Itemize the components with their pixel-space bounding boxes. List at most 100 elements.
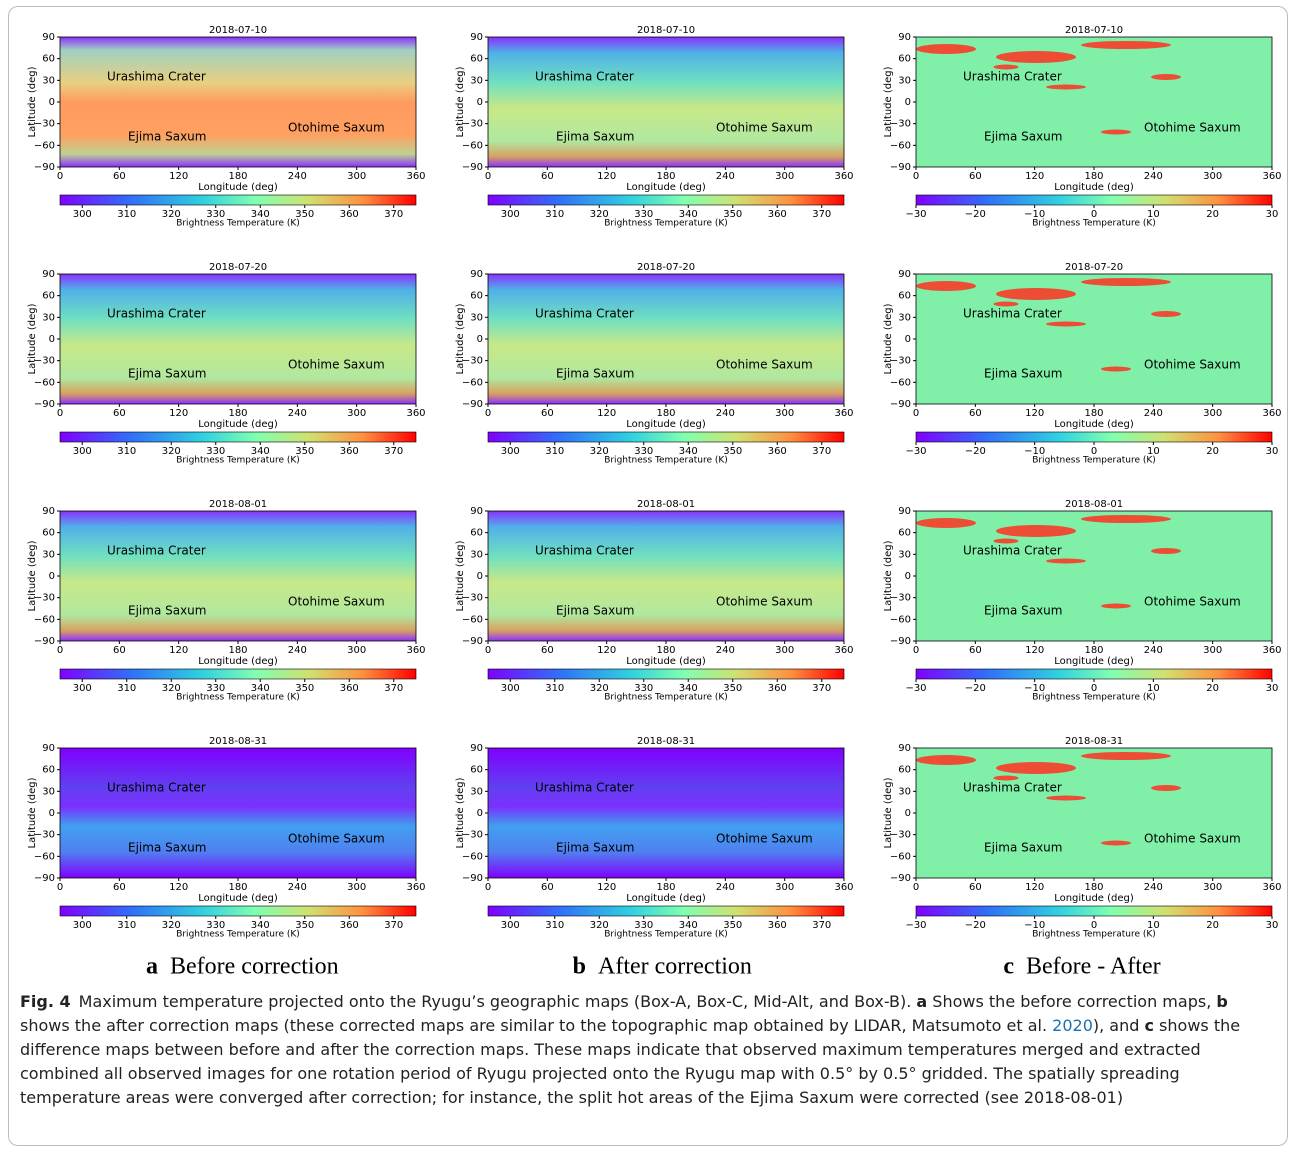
colorbar-tick-label: 310 [117,209,136,220]
x-axis-label: Longitude (deg) [1054,182,1134,193]
y-axis-label: Latitude (deg) [27,66,38,137]
y-tick-label: 90 [42,506,55,517]
colorbar-tick-label: −30 [905,683,926,694]
feature-label: Ejima Saxum [128,367,206,381]
feature-label: Urashima Crater [535,544,634,558]
x-tick-label: 180 [656,408,675,419]
x-tick-label: 60 [541,645,554,656]
colorbar-tick-label: 350 [723,209,742,220]
hot-spot [916,755,976,765]
feature-label: Otohime Saxum [288,358,385,372]
feature-label: Ejima Saxum [128,841,206,855]
caption-text: Maximum temperature projected onto the R… [78,992,917,1011]
colorbar [487,905,845,917]
caption-label: Fig. 4 [20,992,71,1011]
y-tick-label: 30 [470,786,483,797]
x-tick-label: 60 [969,171,982,182]
y-tick-label: −60 [34,851,55,862]
x-tick-label: 60 [541,882,554,893]
colorbar-tick-label: 330 [634,446,653,457]
x-tick-label: 360 [1262,645,1281,656]
colorbar-tick-label: 10 [1147,446,1160,457]
x-tick-label: 0 [57,171,63,182]
feature-label: Urashima Crater [535,307,634,321]
y-tick-label: −90 [890,636,911,647]
hot-spot [1081,752,1171,760]
colorbar-tick-label: 300 [501,446,520,457]
colorbar-tick-label: −30 [905,446,926,457]
hot-spot [916,281,976,291]
y-tick-label: −90 [890,162,911,173]
y-tick-label: −60 [34,140,55,151]
x-tick-label: 120 [1025,408,1044,419]
y-axis-label: Latitude (deg) [883,540,894,611]
colorbar [487,194,845,206]
x-tick-label: 120 [169,408,188,419]
caption-text[interactable]: 2020 [1052,1016,1093,1035]
figure-caption: Fig. 4 Maximum temperature projected ont… [20,990,1270,1110]
x-tick-label: 240 [288,645,307,656]
x-tick-label: 180 [656,171,675,182]
colorbar-tick-label: 320 [590,920,609,931]
colorbar-tick-label: 30 [1266,209,1279,220]
y-tick-label: −30 [34,593,55,604]
feature-label: Otohime Saxum [1144,832,1241,846]
x-tick-label: 240 [716,408,735,419]
y-tick-label: 30 [470,549,483,560]
colorbar-tick-label: 0 [1091,683,1097,694]
x-tick-label: 300 [347,645,366,656]
feature-label: Ejima Saxum [984,841,1062,855]
colorbar-tick-label: 370 [812,209,831,220]
y-tick-label: −30 [34,356,55,367]
colorbar-tick-label: 330 [206,683,225,694]
x-tick-label: 300 [347,408,366,419]
map-title: 2018-07-20 [1065,262,1123,273]
colorbar-tick-label: 370 [384,683,403,694]
hot-spot [996,525,1076,537]
feature-label: Urashima Crater [535,70,634,84]
y-tick-label: 0 [905,571,911,582]
colorbar-label: Brightness Temperature (K) [1032,693,1156,703]
feature-label: Otohime Saxum [716,832,813,846]
x-tick-label: 300 [775,882,794,893]
x-tick-label: 0 [57,408,63,419]
feature-label: Urashima Crater [963,781,1062,795]
map-image [60,37,416,167]
feature-label: Otohime Saxum [1144,358,1241,372]
map-title: 2018-07-20 [637,262,695,273]
hot-spot [1046,795,1086,801]
y-tick-label: 30 [42,75,55,86]
y-tick-label: 30 [42,549,55,560]
feature-label: Ejima Saxum [556,604,634,618]
colorbar-tick-label: −10 [1024,446,1045,457]
x-axis-label: Longitude (deg) [626,419,706,430]
x-tick-label: 120 [169,645,188,656]
hot-spot [1151,74,1181,80]
y-tick-label: −30 [890,830,911,841]
x-tick-label: 360 [834,645,853,656]
feature-label: Otohime Saxum [288,595,385,609]
y-tick-label: 60 [42,54,55,65]
y-tick-label: −90 [462,399,483,410]
colorbar-tick-label: 330 [206,209,225,220]
y-tick-label: 60 [898,54,911,65]
feature-label: Urashima Crater [535,781,634,795]
y-tick-label: −60 [890,140,911,151]
map-image [60,274,416,404]
feature-label: Otohime Saxum [716,121,813,135]
y-tick-label: 60 [42,291,55,302]
feature-label: Ejima Saxum [984,604,1062,618]
colorbar-tick-label: 360 [768,446,787,457]
feature-label: Otohime Saxum [1144,121,1241,135]
colorbar-tick-label: 30 [1266,683,1279,694]
colorbar-tick-label: 310 [545,446,564,457]
map-image [916,37,1272,167]
hot-spot [993,301,1019,307]
feature-label: Urashima Crater [107,544,206,558]
feature-label: Otohime Saxum [288,832,385,846]
x-tick-label: 0 [485,882,491,893]
x-tick-label: 120 [1025,171,1044,182]
column-caption: Before - After [1026,954,1161,980]
y-tick-label: 30 [470,312,483,323]
caption-text: shows the difference maps between before… [20,1016,1241,1107]
